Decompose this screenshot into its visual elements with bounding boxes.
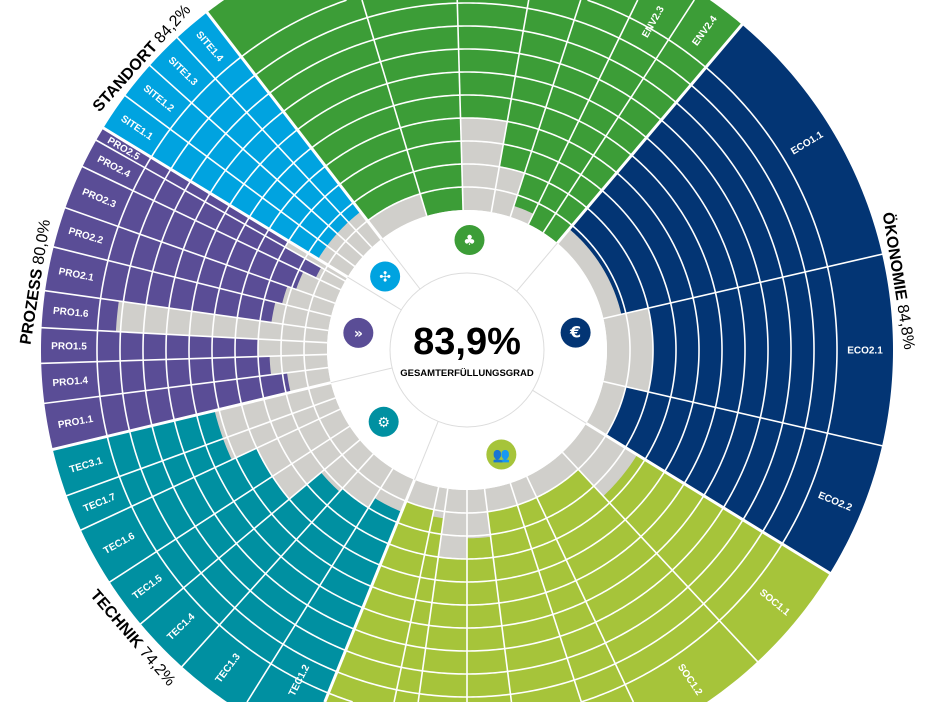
people-icon-badge <box>486 439 517 470</box>
criterion-divider <box>603 380 885 448</box>
criterion-divider <box>603 252 885 320</box>
total-score: 83,9% <box>413 321 521 363</box>
hub-divider <box>532 389 587 424</box>
criterion-divider <box>94 138 346 282</box>
criterion-fill-env <box>361 0 464 216</box>
criterion-fill-eco <box>569 24 883 315</box>
tree-icon-badge <box>454 225 485 256</box>
criterion-fill-tec <box>109 476 290 624</box>
criterion-fill-tec <box>80 448 273 583</box>
criterion-divider <box>80 165 341 291</box>
criterion-divider <box>246 468 394 702</box>
criterion-fill-tec <box>181 488 369 702</box>
criterion-fill-soc <box>536 469 758 702</box>
sector-divider <box>50 381 332 452</box>
criterion-divider <box>490 0 530 213</box>
criterion-divider <box>107 425 351 584</box>
euro-icon-badge <box>560 317 591 348</box>
criterion-fill-soc <box>603 454 830 662</box>
criterion-label: PRO1.4 <box>52 375 89 389</box>
criterion-fill-soc <box>394 516 444 702</box>
criterion-divider <box>39 353 328 365</box>
criterion-divider <box>527 0 639 225</box>
criterion-divider <box>43 289 329 332</box>
criterion-divider <box>509 482 583 702</box>
criterion-divider <box>64 397 336 498</box>
criterion-fill-env <box>457 0 529 122</box>
criterion-fill-tec <box>140 472 340 667</box>
hub-divider <box>330 367 393 384</box>
criterion-fill-pro <box>45 246 276 323</box>
sector-divider <box>585 422 833 576</box>
hub-divider <box>516 242 558 292</box>
criterion-divider <box>561 451 760 664</box>
criterion-divider <box>39 326 328 344</box>
criterion-fill-env <box>499 0 581 174</box>
criterion-label: PRO1.5 <box>51 341 87 352</box>
sector-divider <box>204 9 383 240</box>
criterion-divider <box>147 63 364 258</box>
hub-divider <box>381 238 421 290</box>
criterion-fill-tec <box>66 438 232 531</box>
criterion-fill-site <box>149 37 349 234</box>
criterion-fill-pro <box>53 207 288 304</box>
criterion-fill-soc <box>467 536 512 702</box>
sector-divider <box>100 125 349 279</box>
process-arrows-icon: » <box>354 326 363 342</box>
criterion-divider <box>78 408 341 532</box>
hub-divider-lines <box>330 238 587 480</box>
location-arrows-icon: ✣ <box>379 270 391 286</box>
people-icon: 👥 <box>493 447 510 463</box>
euro-icon: € <box>569 323 581 342</box>
tree-icon: ♣ <box>463 233 476 249</box>
criterion-fill-pro <box>65 166 304 290</box>
location-arrows-icon-badge <box>370 261 401 292</box>
center-hub: ♣ € 👥 ⚙ » ✣ 83,9% GESAMTERFÜLLUNGSGRAD <box>327 210 607 490</box>
criterion-fill-soc <box>324 501 434 702</box>
gears-icon: ⚙ <box>377 415 390 431</box>
criterion-fill-soc <box>517 497 634 702</box>
gears-icon-badge <box>368 406 399 437</box>
criterion-divider <box>63 206 336 305</box>
criterion-divider <box>175 35 373 248</box>
hub-divider <box>347 276 402 311</box>
criterion-label: PRO1.6 <box>53 306 90 320</box>
criterion-divider <box>393 486 440 702</box>
sector-divider <box>556 22 745 245</box>
sector-percent: 80,0% <box>30 218 54 265</box>
criterion-divider <box>42 366 329 405</box>
criterion-fill-env <box>513 0 638 214</box>
criterion-fill-tec <box>247 497 402 702</box>
criterion-divider <box>180 453 374 669</box>
process-arrows-icon-badge <box>343 317 374 348</box>
criterion-fill-eco <box>605 386 883 574</box>
total-score-label: GESAMTERFÜLLUNGSGRAD <box>400 368 534 379</box>
criterion-fill-site <box>177 12 361 223</box>
criterion-divider <box>123 93 356 268</box>
criterion-fill-soc <box>418 557 467 702</box>
criterion-label: ECO2.1 <box>847 346 883 357</box>
criterion-divider <box>417 488 449 702</box>
sector-icons: ♣ € 👥 ⚙ » ✣ <box>343 225 591 470</box>
hub-inner-circle <box>389 272 545 428</box>
sector-divider <box>323 479 416 702</box>
criterion-divider <box>51 245 332 317</box>
sector-percent: 84,8% <box>893 303 917 350</box>
criterion-fill-eco <box>648 254 893 446</box>
criterion-fill-site <box>103 95 327 260</box>
hub-divider <box>414 421 439 480</box>
criterion-divider <box>483 488 513 702</box>
criterion-fill-env <box>528 0 695 233</box>
grid-lines <box>39 0 885 702</box>
criterion-fill-site <box>125 65 338 246</box>
criterion-divider <box>526 476 635 702</box>
criterion-divider <box>542 0 695 234</box>
criterion-divider <box>138 439 361 626</box>
criterion-divider <box>456 0 464 211</box>
criterion-fill-pro <box>96 128 289 248</box>
criterion-divider <box>509 0 582 218</box>
criterion-divider <box>361 0 428 217</box>
criterion-fill-tec <box>52 410 224 496</box>
